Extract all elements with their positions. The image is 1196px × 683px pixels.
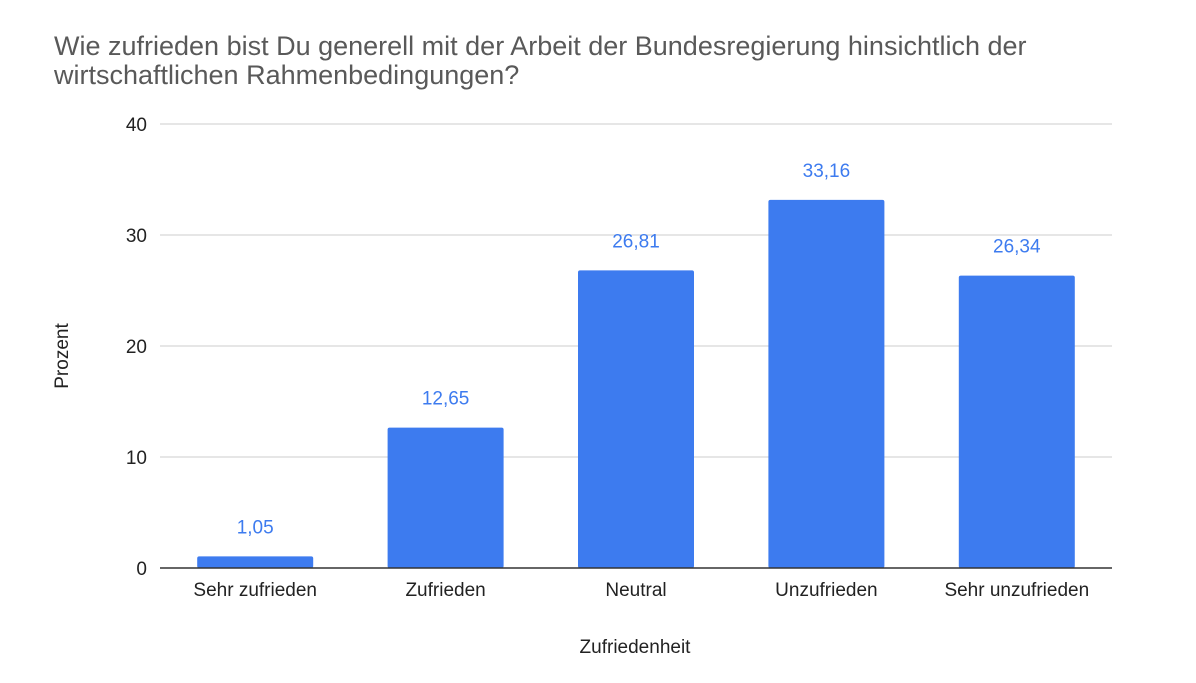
y-tick-label: 0 [136,559,147,580]
data-label: 12,65 [422,389,470,410]
bar [768,199,885,568]
data-label: 26,34 [993,237,1041,258]
y-tick-label: 40 [126,115,147,136]
data-labels: 1,05 12,65 26,81 33,16 26,34 [237,161,1041,538]
x-tick-label: Sehr unzufrieden [944,580,1089,601]
x-axis-title: Zufriedenheit [580,637,692,658]
bar [387,427,504,568]
x-tick-label: Zufrieden [405,580,485,601]
x-axis-ticks: Sehr zufrieden Zufrieden Neutral Unzufriede… [193,580,1089,601]
chart-title: Wie zufrieden bist Du generell mit der A… [54,31,1027,90]
bar [958,275,1075,568]
y-axis-title: Prozent [52,323,73,389]
x-tick-label: Neutral [605,580,666,601]
bar [197,556,314,568]
x-tick-label: Sehr zufrieden [193,580,317,601]
y-tick-label: 30 [126,226,147,247]
bar [578,270,694,568]
x-tick-label: Unzufrieden [775,580,877,601]
bars [197,199,1075,568]
y-tick-label: 20 [126,337,147,358]
data-label: 1,05 [237,517,274,538]
data-label: 33,16 [803,161,851,182]
y-axis-ticks: 0 10 20 30 40 [126,115,147,580]
data-label: 26,81 [612,231,660,252]
y-tick-label: 10 [126,448,147,469]
